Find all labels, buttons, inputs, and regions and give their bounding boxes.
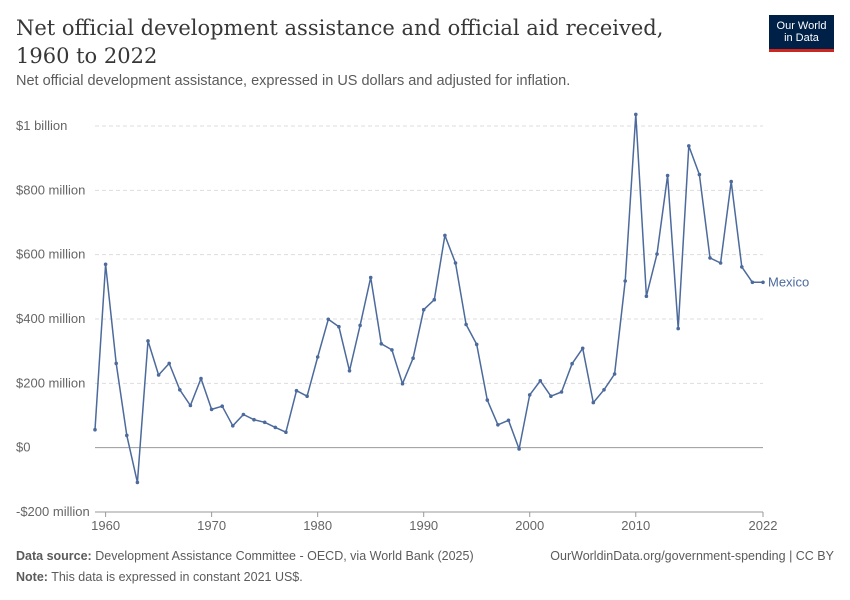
data-point[interactable] xyxy=(708,256,712,260)
data-point[interactable] xyxy=(602,388,606,392)
data-point[interactable] xyxy=(167,361,171,366)
data-point[interactable] xyxy=(337,324,341,329)
data-point[interactable] xyxy=(591,400,596,405)
data-point[interactable] xyxy=(262,420,267,425)
y-tick-label: $200 million xyxy=(16,375,85,390)
data-point[interactable] xyxy=(368,275,373,280)
data-source-link[interactable]: Development Assistance Committee - OECD,… xyxy=(95,549,474,563)
logo-line-2: in Data xyxy=(784,32,819,44)
data-point[interactable] xyxy=(761,280,765,285)
x-tick-label: 1990 xyxy=(409,518,438,533)
y-axis-tick-labels: $1 billion $800 million $600 million $400 m… xyxy=(16,118,90,519)
data-point[interactable] xyxy=(665,173,670,178)
data-point[interactable] xyxy=(400,381,405,386)
data-point[interactable] xyxy=(411,356,415,361)
data-point[interactable] xyxy=(687,144,691,148)
data-point[interactable] xyxy=(527,393,532,397)
data-point[interactable] xyxy=(559,390,564,394)
x-tick-label: 1980 xyxy=(303,518,332,533)
data-point[interactable] xyxy=(125,433,129,438)
x-tick-label: 2022 xyxy=(749,518,778,533)
data-point[interactable] xyxy=(634,112,638,117)
x-tick-label: 2000 xyxy=(515,518,544,533)
data-point[interactable] xyxy=(697,172,702,177)
owid-logo[interactable]: Our World in Data xyxy=(769,15,834,52)
data-point[interactable] xyxy=(178,388,182,392)
data-point[interactable] xyxy=(740,265,744,269)
data-point[interactable] xyxy=(570,361,574,366)
data-point[interactable] xyxy=(623,279,627,283)
data-point[interactable] xyxy=(347,369,352,373)
data-point[interactable] xyxy=(496,423,500,427)
series-label[interactable]: Mexico xyxy=(768,274,809,289)
data-point[interactable] xyxy=(453,261,458,265)
data-point[interactable] xyxy=(188,403,193,408)
data-point[interactable] xyxy=(284,430,288,435)
data-point[interactable] xyxy=(209,407,214,412)
y-tick-label: $1 billion xyxy=(16,118,67,133)
data-point[interactable] xyxy=(315,355,320,359)
data-point[interactable] xyxy=(506,418,511,423)
data-point[interactable] xyxy=(390,348,394,352)
data-source-label: Data source: xyxy=(16,549,92,563)
data-point[interactable] xyxy=(252,417,256,422)
logo-line-1: Our World xyxy=(776,20,827,32)
data-point[interactable] xyxy=(517,447,521,451)
data-source: Data source: Development Assistance Comm… xyxy=(16,549,474,563)
series-layer: Mexico xyxy=(93,112,809,485)
data-point[interactable] xyxy=(305,394,309,399)
data-point[interactable] xyxy=(231,424,235,428)
data-point[interactable] xyxy=(156,373,161,377)
chart-title: Net official development assistance and … xyxy=(16,16,664,68)
data-point[interactable] xyxy=(326,317,331,322)
data-point[interactable] xyxy=(676,326,680,331)
chart-subtitle: Net official development assistance, exp… xyxy=(16,73,571,89)
data-point[interactable] xyxy=(294,388,299,393)
data-point[interactable] xyxy=(718,261,723,265)
note-text: This data is expressed in constant 2021 … xyxy=(51,570,303,584)
data-point[interactable] xyxy=(655,252,659,256)
data-point[interactable] xyxy=(379,342,384,346)
x-tick-label: 2010 xyxy=(621,518,650,533)
data-point[interactable] xyxy=(432,297,437,302)
data-point[interactable] xyxy=(273,425,278,430)
data-point[interactable] xyxy=(443,233,447,238)
data-point[interactable] xyxy=(103,262,108,267)
data-point[interactable] xyxy=(474,342,479,347)
data-point[interactable] xyxy=(421,307,426,312)
data-point[interactable] xyxy=(199,376,203,381)
y-tick-label: $800 million xyxy=(16,182,85,197)
data-point[interactable] xyxy=(241,412,246,417)
data-point[interactable] xyxy=(750,280,755,285)
grid-lines xyxy=(95,125,763,513)
x-tick-label: 1960 xyxy=(91,518,120,533)
data-point[interactable] xyxy=(549,394,553,399)
data-point[interactable] xyxy=(612,372,617,376)
series-line-mexico[interactable] xyxy=(94,113,763,484)
note-label: Note: xyxy=(16,570,48,584)
data-point[interactable] xyxy=(538,379,543,383)
chart-note: Note: This data is expressed in constant… xyxy=(16,570,303,584)
data-point[interactable] xyxy=(485,398,490,402)
owid-url-license[interactable]: OurWorldinData.org/government-spending |… xyxy=(550,549,834,563)
data-point[interactable] xyxy=(220,404,224,409)
y-tick-label: $0 xyxy=(16,440,30,455)
data-point[interactable] xyxy=(729,179,733,184)
data-point[interactable] xyxy=(135,480,140,485)
x-axis-tick-labels: 1960 1970 1980 1990 2000 2010 2022 xyxy=(91,512,777,533)
data-point[interactable] xyxy=(644,294,649,299)
data-point[interactable] xyxy=(114,361,118,366)
data-point[interactable] xyxy=(146,339,150,343)
data-point[interactable] xyxy=(580,346,585,351)
x-tick-label: 1970 xyxy=(197,518,226,533)
data-point[interactable] xyxy=(358,323,362,328)
data-point[interactable] xyxy=(93,427,97,432)
y-tick-label: $400 million xyxy=(16,311,85,326)
y-tick-label: $600 million xyxy=(16,247,85,262)
data-point[interactable] xyxy=(464,322,468,327)
y-tick-label: -$200 million xyxy=(16,504,90,519)
